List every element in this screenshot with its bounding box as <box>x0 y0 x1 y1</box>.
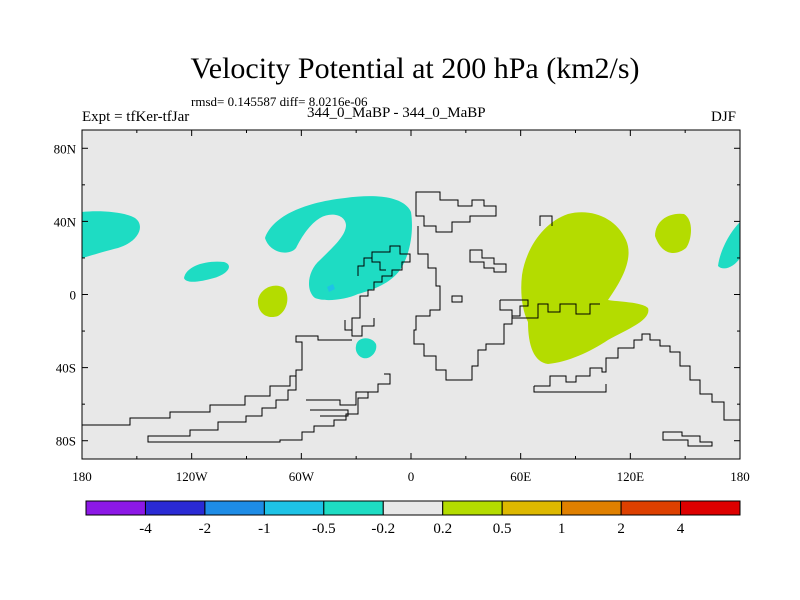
colorbar-label: 1 <box>558 521 566 537</box>
colorbar: -4 -2 -1 -0.5 -0.2 0.2 0.5 1 2 4 <box>85 500 741 537</box>
lon-tick-label: 180 <box>72 469 92 484</box>
lon-tick-label: 120E <box>617 469 645 484</box>
coastline-india <box>499 300 600 319</box>
coastline-americas <box>344 245 411 337</box>
colorbar-label: 2 <box>617 521 625 537</box>
negative-core-marker <box>327 284 335 292</box>
lat-tick-label: 80S <box>56 434 76 449</box>
colorbar-label: 4 <box>677 521 685 537</box>
colorbar-box <box>382 500 444 516</box>
coastlines <box>82 191 740 447</box>
colorbar-label: 0.5 <box>493 521 512 537</box>
lon-tick-label: 60W <box>289 469 315 484</box>
map-background <box>82 130 740 459</box>
coastline-south-america <box>147 335 391 443</box>
colorbar-label: -0.5 <box>312 521 336 537</box>
colorbar-label: -0.2 <box>371 521 395 537</box>
contour-fills <box>82 196 740 364</box>
stats-line: rmsd= 0.145587 diff= 8.0216e-06 <box>191 94 368 109</box>
coastline-new-zealand <box>662 431 713 447</box>
colorbar-box <box>263 500 325 516</box>
lat-tick-label: 40S <box>56 361 76 376</box>
lat-tick-label: 0 <box>70 288 77 303</box>
negative-region-east-pacific <box>184 261 229 282</box>
coastline-antarctic-peninsula <box>82 375 296 426</box>
lat-tick-label: 40N <box>54 214 77 229</box>
lon-tick-label: 0 <box>408 469 415 484</box>
lon-tick-label: 120W <box>176 469 209 484</box>
positive-region-pacific-small <box>257 285 288 318</box>
negative-region-south-america <box>355 338 377 359</box>
negative-region-west-pacific <box>82 211 140 258</box>
colorbar-label: -1 <box>258 521 271 537</box>
colorbar-box <box>501 500 563 516</box>
experiment-label: Expt = tfKer-tfJar <box>82 109 190 125</box>
lon-tick-label: 180 <box>730 469 750 484</box>
colorbar-label: 0.2 <box>433 521 452 537</box>
map-ticks: 180 120W 60W 0 60E 120E 180 80N 40N 0 40S 80S <box>54 130 750 484</box>
colorbar-box <box>85 500 146 516</box>
coastline-africa-europe <box>413 191 529 381</box>
lat-tick-label: 80N <box>54 141 77 156</box>
colorbar-box <box>680 500 741 516</box>
colorbar-label: -4 <box>139 521 152 537</box>
colorbar-box <box>620 500 682 516</box>
negative-region-dateline-east <box>718 222 740 269</box>
season-label: DJF <box>711 109 737 125</box>
positive-region-asia <box>521 212 649 364</box>
coastline-south-atlantic-islands <box>306 391 378 417</box>
figure-title: Velocity Potential at 200 hPa (km2/s) <box>190 52 640 85</box>
colorbar-box <box>323 500 384 516</box>
coastline-australia <box>533 333 740 426</box>
colorbar-label: -2 <box>199 521 212 537</box>
colorbar-box <box>442 500 503 516</box>
colorbar-box <box>561 500 622 516</box>
lon-tick-label: 60E <box>510 469 531 484</box>
colorbar-box <box>204 500 265 516</box>
coastline-arabia <box>451 215 553 303</box>
positive-region-west-pacific <box>655 213 691 253</box>
case-label: 344_0_MaBP - 344_0_MaBP <box>307 105 486 121</box>
colorbar-box <box>144 500 206 516</box>
negative-region-north-america <box>265 196 412 301</box>
